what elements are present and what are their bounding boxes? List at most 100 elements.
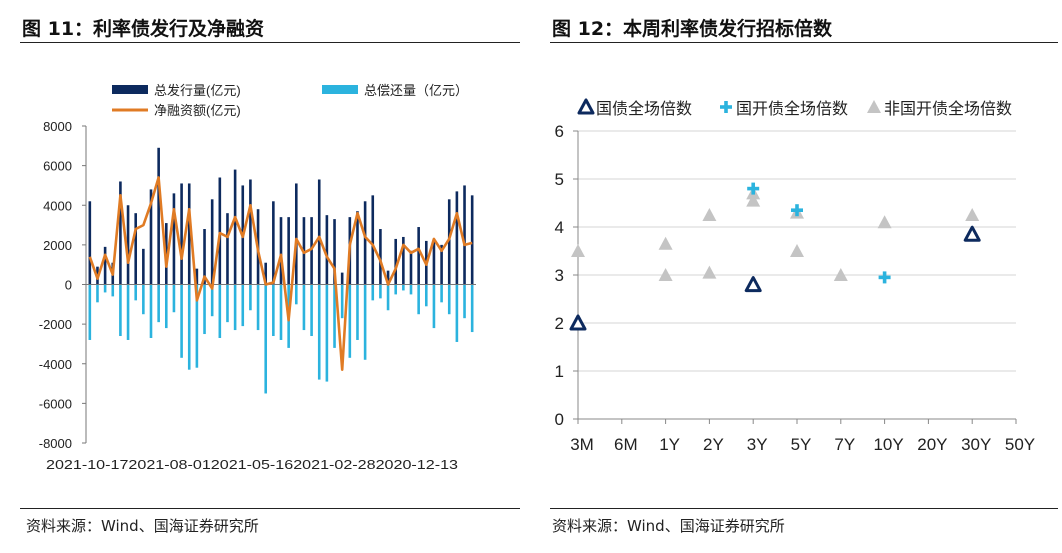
figure-12-title: 图 12：本周利率债发行招标倍数 (552, 18, 833, 40)
bar (294, 284, 298, 305)
bar (88, 201, 92, 285)
x-tick-label: 20Y (917, 435, 947, 454)
bar (409, 250, 413, 285)
bar (302, 284, 306, 331)
bar (325, 284, 329, 382)
source-rule (20, 508, 520, 509)
bar (371, 195, 375, 285)
bar (379, 229, 382, 285)
legend-label: 净融资额(亿元) (154, 103, 241, 118)
bar (218, 284, 222, 338)
bar (447, 199, 451, 285)
bar (363, 284, 367, 360)
bar (394, 284, 398, 295)
bar (325, 215, 329, 285)
x-tick-label: 7Y (834, 435, 855, 454)
figure-11-title: 图 11：利率债发行及净融资 (22, 18, 265, 40)
source-note: 资料来源：Wind、国海证券研究所 (552, 517, 785, 535)
data-point (833, 268, 848, 281)
right-figure: 图 12：本周利率债发行招标倍数 0 1 2 3 4 5 6 3M 6M 1Y 2Y 3Y 5Y 7Y 10… (538, 0, 1062, 553)
y-tick-label: 4 (555, 218, 564, 237)
data-point (790, 244, 804, 257)
bar (394, 238, 398, 285)
bar (279, 284, 283, 340)
bar (226, 213, 229, 285)
bar (210, 284, 214, 317)
bar (272, 284, 275, 337)
bar (226, 284, 229, 323)
legend-swatch (322, 85, 358, 94)
legend-label: 总偿还量（亿元） (364, 83, 468, 98)
bar (103, 284, 107, 293)
legend-label: 国开债全场倍数 (736, 100, 848, 118)
bar (371, 284, 375, 301)
bar (440, 284, 443, 303)
bar (417, 227, 420, 285)
bar (103, 246, 107, 285)
title-rule (550, 42, 1058, 43)
bar (287, 217, 290, 285)
data-point (658, 236, 673, 250)
bar (164, 284, 168, 329)
bar (218, 177, 222, 285)
left-figure: 图 11：利率债发行及净融资 总发行量(亿元) 总偿还量（亿元） 净融资额(亿元) 8… (0, 0, 520, 553)
bar (264, 262, 268, 285)
bar (386, 284, 390, 311)
data-point (569, 314, 587, 331)
y-tick-label: -6000 (39, 396, 72, 411)
bar (249, 284, 252, 311)
bar (363, 201, 367, 285)
y-tick-label: 6 (555, 122, 564, 141)
bar (119, 181, 122, 285)
bar (256, 284, 260, 331)
y-tick-label: -8000 (39, 436, 72, 451)
x-tick-label: 2Y (703, 435, 724, 454)
bar (463, 185, 466, 285)
data-point (963, 225, 981, 242)
bar (180, 183, 183, 285)
bar (402, 236, 405, 285)
bar (249, 179, 252, 285)
data-point (877, 215, 892, 229)
bar (333, 219, 336, 285)
bar (233, 169, 237, 285)
bar (142, 284, 145, 315)
bar (310, 217, 313, 285)
bar (379, 284, 382, 299)
bar (317, 179, 321, 285)
bar (126, 205, 130, 285)
bar (233, 284, 237, 331)
bar (241, 284, 245, 327)
bar (210, 199, 214, 285)
bar (195, 284, 199, 368)
plus-v (795, 204, 799, 217)
bar (187, 183, 191, 285)
bar (348, 284, 352, 358)
bar (134, 284, 138, 301)
bar (417, 284, 420, 315)
data-point (571, 244, 585, 257)
bar (432, 238, 436, 285)
bar (96, 284, 99, 303)
bar (409, 284, 413, 295)
bar (272, 201, 275, 285)
y-tick-label: 1 (555, 362, 564, 381)
bar (294, 183, 298, 285)
bond-issuance-chart: 总发行量(亿元) 总偿还量（亿元） 净融资额(亿元) 8000 6000 4000 2000… (39, 83, 476, 472)
data-point (878, 271, 891, 284)
data-point (702, 265, 717, 279)
y-tick-label: 4000 (43, 198, 72, 213)
bar (356, 284, 359, 340)
bar (340, 272, 344, 285)
legend-marker (577, 98, 595, 115)
y-tick-label: 6000 (43, 159, 72, 174)
bar (447, 284, 451, 315)
x-tick-label: 5Y (791, 435, 812, 454)
bar (157, 284, 160, 323)
x-tick-label: 1Y (659, 435, 680, 454)
title-rule (20, 42, 520, 43)
legend-swatch (112, 85, 148, 94)
data-point (658, 268, 673, 281)
bid-multiple-chart: 0 1 2 3 4 5 6 3M 6M 1Y 2Y 3Y 5Y 7Y 10Y 20Y 30Y 50Y 国债全场倍数 国… (555, 98, 1035, 454)
y-tick-label: 5 (555, 170, 564, 189)
